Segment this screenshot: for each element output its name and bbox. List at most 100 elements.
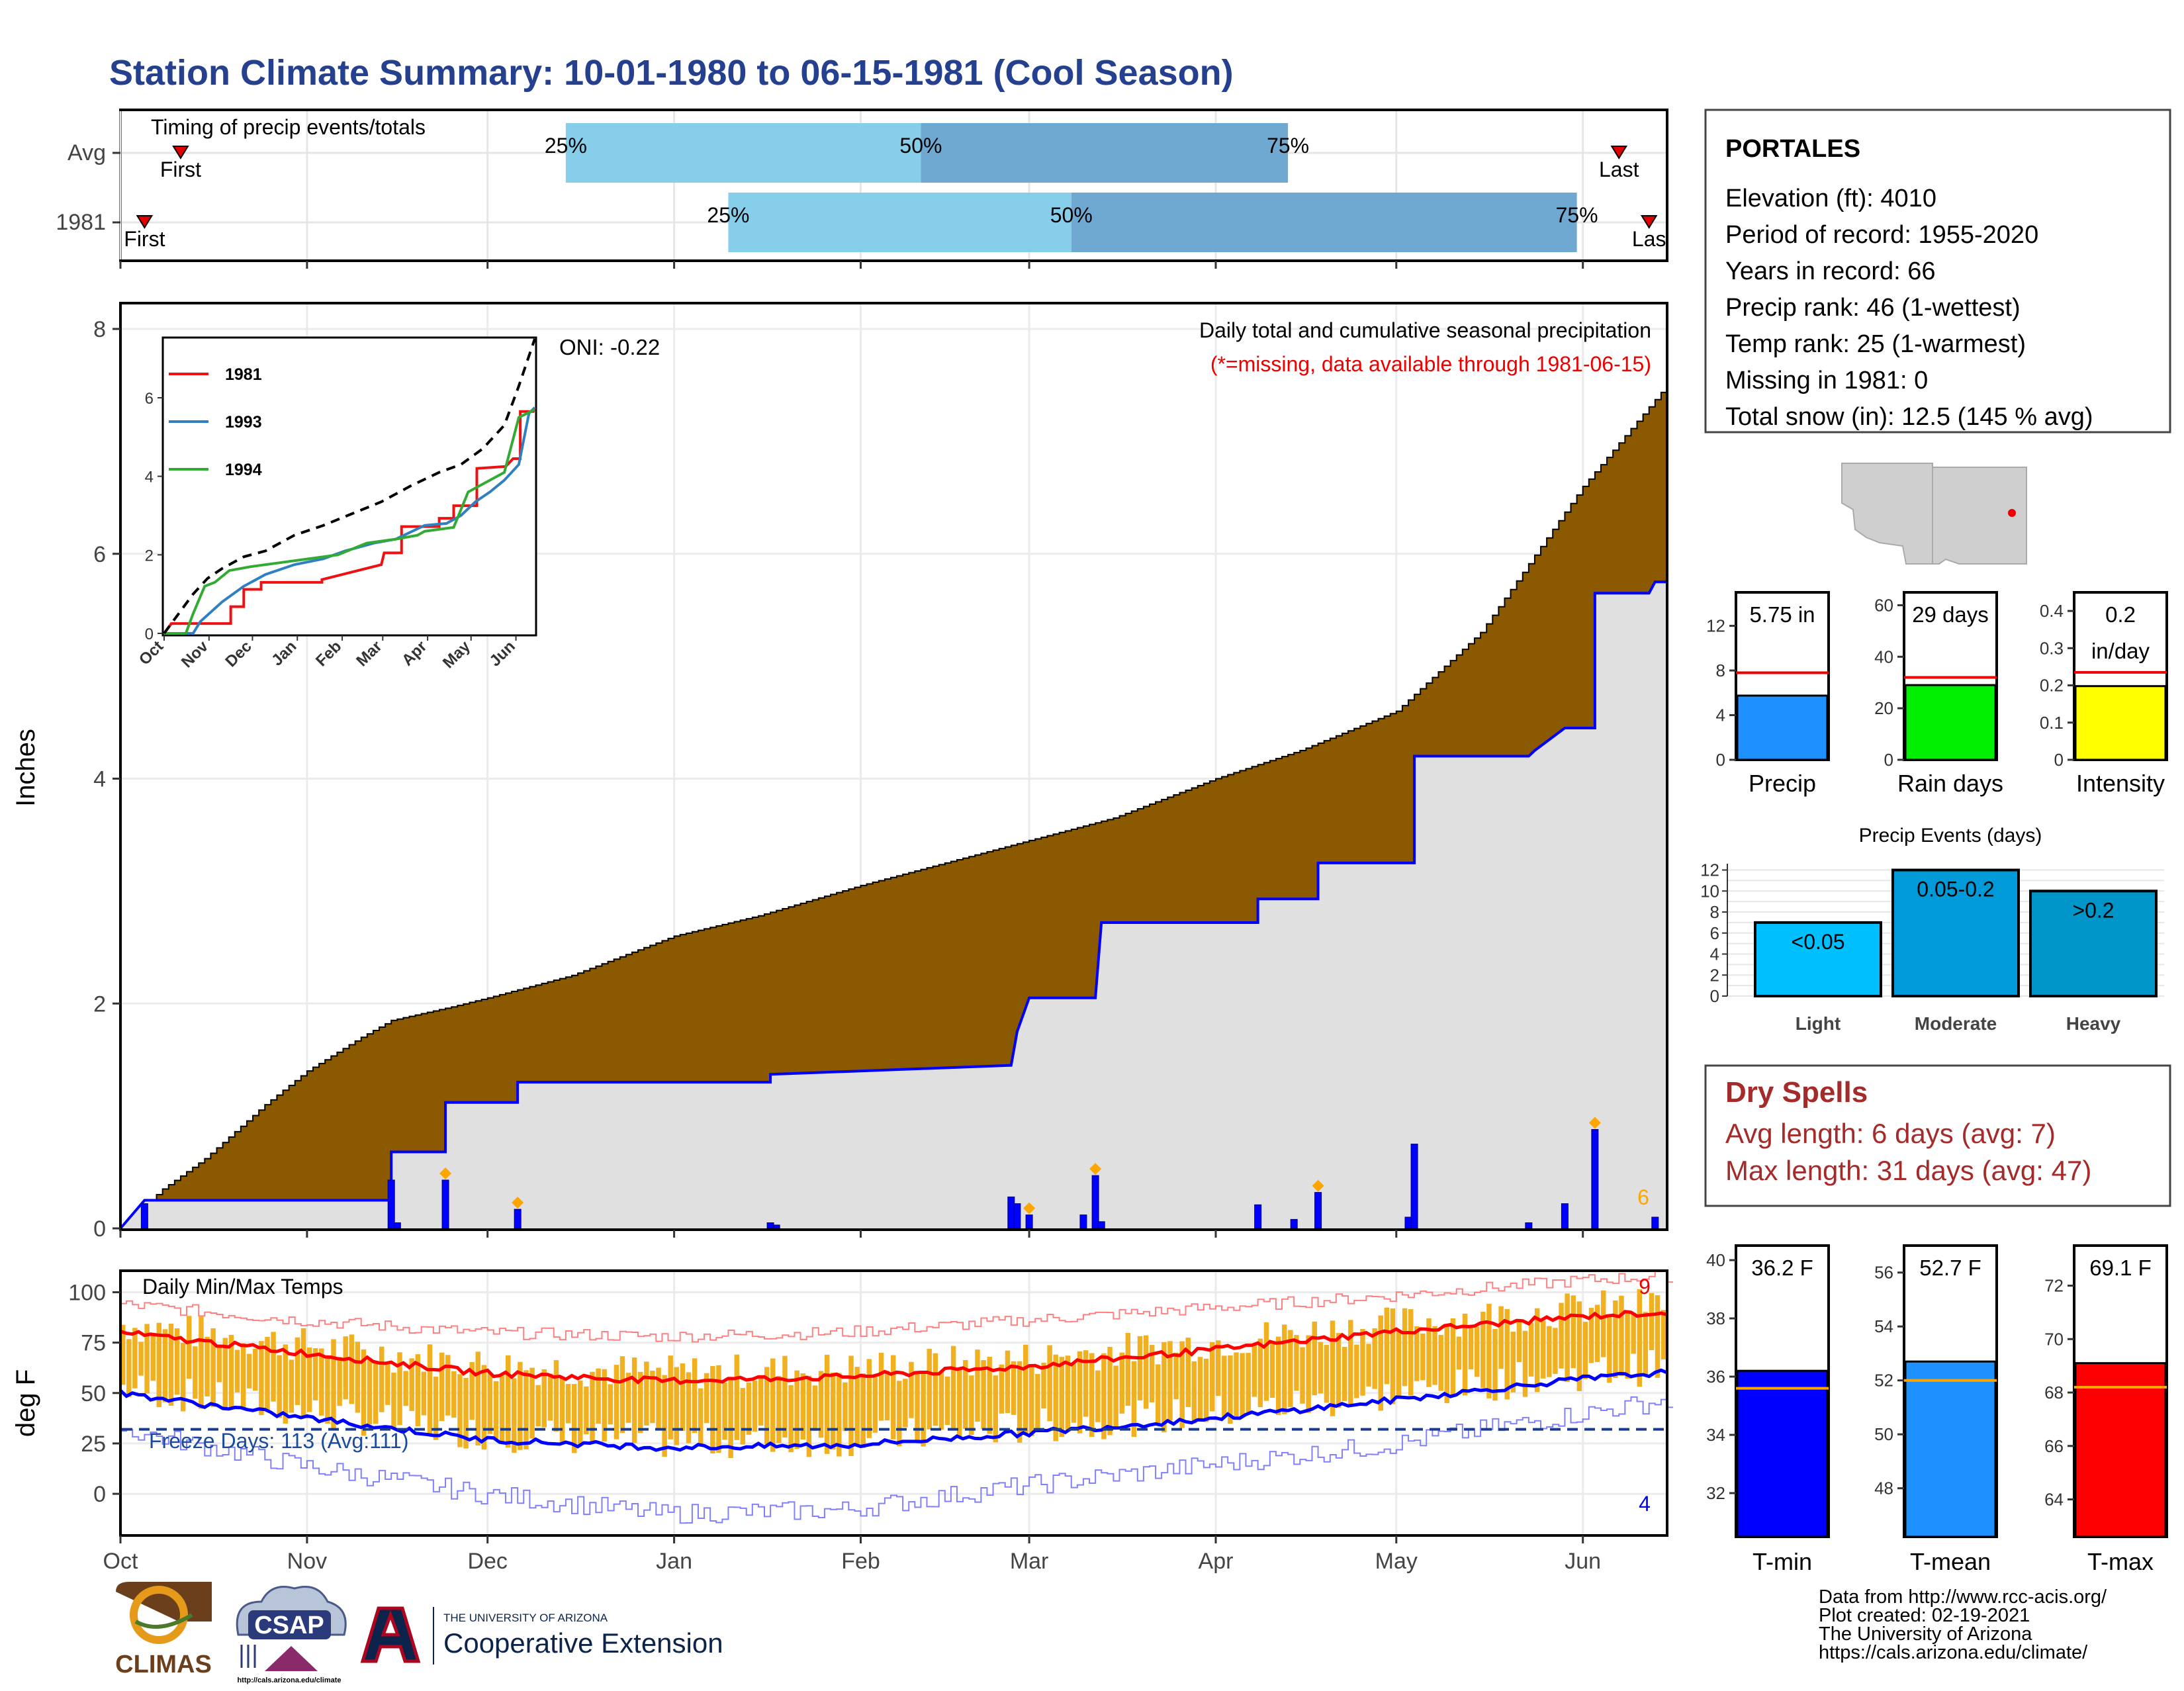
daily-temp-bar (999, 1364, 1005, 1414)
summary-bar (2074, 685, 2167, 761)
daily-temp-bar (1125, 1332, 1131, 1406)
daily-temp-bar (1161, 1342, 1167, 1433)
daily-temp-bar (156, 1322, 162, 1408)
temps-y-tick-label: 25 (81, 1432, 106, 1457)
temp-summary-bar (1904, 1360, 1997, 1538)
daily-temp-bar (1553, 1328, 1558, 1374)
daily-temp-bar (138, 1342, 144, 1376)
daily-temp-bar (228, 1334, 234, 1408)
timing-first-label: First (160, 158, 201, 181)
summary-y-tick-label: 8 (1716, 661, 1725, 680)
daily-temp-bar (975, 1349, 980, 1422)
daily-temp-bar (770, 1358, 776, 1452)
timing-label: Timing of precip events/totals (151, 115, 426, 139)
observed-cumulative-area (120, 582, 1667, 1228)
timing-panel: 25% 50% 75% First Last 25% 50% 75% First Las Timi… (56, 109, 1668, 269)
daily-temp-bar (608, 1384, 614, 1425)
precip-panel: 0 2 4 6 8 Daily total and cumulative seasona… (11, 302, 1668, 1242)
daily-temp-bar (216, 1347, 222, 1383)
temp-summary-name: T-mean (1910, 1548, 1991, 1575)
temps-y-tick-label: 50 (81, 1381, 106, 1406)
precip-events-title: Precip Events (days) (1859, 825, 2042, 846)
daily-temp-bar (1426, 1318, 1432, 1387)
daily-temp-bar (1643, 1312, 1649, 1375)
daily-temp-bar (650, 1371, 655, 1424)
precip-events-category: Moderate (1915, 1013, 1997, 1034)
daily-temp-bar (1119, 1352, 1124, 1414)
temps-label: Daily Min/Max Temps (142, 1275, 343, 1299)
temps-panel: 0 25 50 75 100 Oct Nov Dec Jan Feb Mar Apr May Jun Da… (11, 1269, 1674, 1574)
daily-temp-bar (1312, 1321, 1317, 1396)
temp-summary-bar (2074, 1362, 2167, 1538)
precip-events-y-tick-label: 10 (1700, 881, 1719, 901)
inset-series-line (164, 408, 535, 635)
daily-temp-bar (1275, 1336, 1281, 1415)
temp-summary-y-tick-label: 34 (1706, 1425, 1725, 1445)
dry-spells-box: Dry Spells Avg length: 6 days (avg: 7) M… (1704, 1064, 2171, 1207)
daily-temp-bar (547, 1373, 553, 1421)
daily-temp-bar (1300, 1347, 1305, 1404)
precip-events-chart: Precip Events (days) <0.05 Light 0.05-0.2 M… (1700, 825, 2164, 1034)
climas-logo: CLIMAS (115, 1582, 212, 1678)
precip-events-y-tick-label: 12 (1700, 860, 1719, 880)
daily-temp-bar (897, 1381, 902, 1447)
daily-temp-bar (1631, 1312, 1636, 1354)
daily-temp-bar (397, 1352, 402, 1426)
avg-max-temp-line (120, 1310, 1668, 1385)
daily-temp-bar (1065, 1355, 1071, 1432)
summary-y-tick-label: 4 (1716, 706, 1725, 725)
daily-temp-bar (1498, 1306, 1504, 1369)
daily-temp-bar (692, 1358, 698, 1434)
inset-series-line (163, 407, 536, 635)
daily-temp-bar (1342, 1347, 1347, 1401)
daily-temp-bar (758, 1377, 764, 1426)
station-info-box: PORTALES Elevation (ft): 4010 Period of … (1704, 109, 2171, 434)
daily-temp-bar (463, 1378, 469, 1449)
daily-temp-bar (283, 1344, 288, 1424)
daily-temp-bar (1475, 1326, 1480, 1377)
daily-precip-bar (1097, 1221, 1105, 1229)
daily-temp-bar (1203, 1358, 1209, 1422)
precip-events-y-tick-label: 6 (1710, 923, 1719, 943)
timing-last-label: Las (1632, 227, 1666, 251)
daily-temp-bar (1420, 1333, 1426, 1381)
summary-y-tick-label: 0.3 (2040, 638, 2064, 658)
footer-university: The University of Arizona (1819, 1623, 2032, 1645)
daily-temp-bar (1185, 1338, 1191, 1408)
summary-bar (1904, 684, 1997, 761)
daily-temp-bar (884, 1371, 890, 1421)
daily-precip-bar (766, 1222, 774, 1229)
daily-precip-bar (393, 1222, 401, 1229)
daily-temp-bar (487, 1373, 493, 1434)
daily-temp-bar (535, 1385, 541, 1427)
daily-temp-bar (680, 1363, 686, 1432)
daily-precip-bar (772, 1224, 780, 1229)
daily-temp-bar (132, 1328, 138, 1389)
daily-temp-bar (1137, 1336, 1143, 1400)
summary-bar-value-unit: in/day (2091, 639, 2150, 663)
precip-events-y-tick-label: 4 (1710, 944, 1719, 964)
ua-cooperative-extension-logo: THE UNIVERSITY OF ARIZONA Cooperative Ex… (360, 1606, 723, 1665)
daily-temp-bar (1432, 1326, 1437, 1385)
daily-temp-bar (1330, 1320, 1336, 1416)
temp-summary-y-tick-label: 32 (1706, 1483, 1725, 1503)
daily-temp-bar (903, 1379, 908, 1428)
daily-temp-bar (969, 1375, 974, 1436)
daily-temp-bar (319, 1348, 324, 1416)
daily-temp-bar (831, 1372, 836, 1450)
daily-temp-bar (704, 1373, 709, 1424)
daily-precip-bar (1091, 1175, 1099, 1229)
daily-temp-bar (800, 1373, 806, 1440)
daily-temp-bar (788, 1385, 794, 1453)
daily-temp-bar (1077, 1351, 1083, 1434)
dry-spells-max: Max length: 31 days (avg: 47) (1725, 1155, 2091, 1186)
timing-label-25: 25% (545, 134, 587, 158)
temp-summary-y-tick-label: 54 (1874, 1316, 1893, 1336)
record-low-line (120, 1396, 1674, 1524)
temp-summary-y-tick-label: 56 (1874, 1263, 1893, 1283)
daily-temp-bar (1516, 1321, 1522, 1363)
daily-temp-bar (1251, 1344, 1257, 1397)
daily-temp-bar (1588, 1308, 1594, 1363)
daily-temp-bar (210, 1328, 216, 1407)
daily-temp-bar (956, 1368, 962, 1438)
